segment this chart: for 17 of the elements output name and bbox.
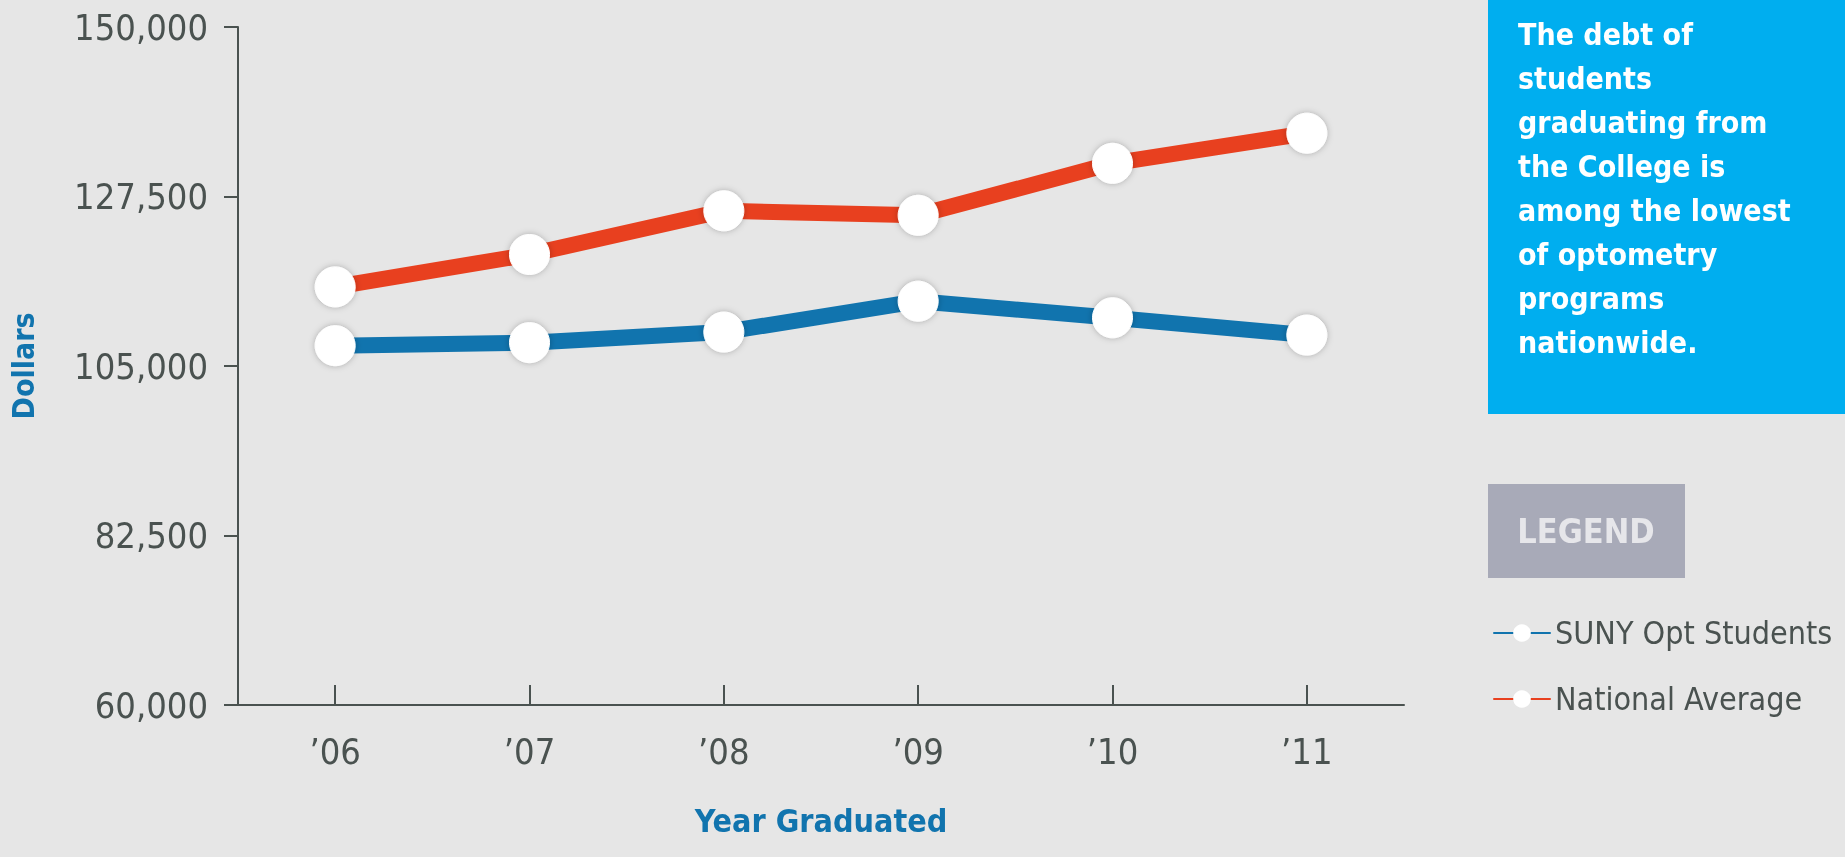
y-tick-label: 150,000 xyxy=(74,6,208,48)
x-tick-label: ’06 xyxy=(309,730,361,772)
x-tick-label: ’08 xyxy=(698,730,750,772)
x-tick-label: ’09 xyxy=(892,730,944,772)
legend-title: LEGEND xyxy=(1517,511,1655,551)
legend-label: National Average xyxy=(1555,680,1803,718)
y-axis-title: Dollars xyxy=(5,312,41,420)
y-tick-label: 105,000 xyxy=(74,345,208,387)
x-tick-label: ’07 xyxy=(503,730,556,772)
legend-label: SUNY Opt Students xyxy=(1555,614,1833,652)
x-tick-label: ’11 xyxy=(1281,730,1333,772)
text: The debt of students graduating from the College is among the lowest of optometry programs nationwide. xyxy=(1518,16,1801,360)
x-axis-title: Year Graduated xyxy=(693,802,948,840)
y-tick-label: 82,500 xyxy=(94,515,208,556)
x-tick-label: ’10 xyxy=(1086,730,1139,772)
y-tick-label: 60,000 xyxy=(94,684,208,726)
y-tick-label: 127,500 xyxy=(74,176,208,217)
